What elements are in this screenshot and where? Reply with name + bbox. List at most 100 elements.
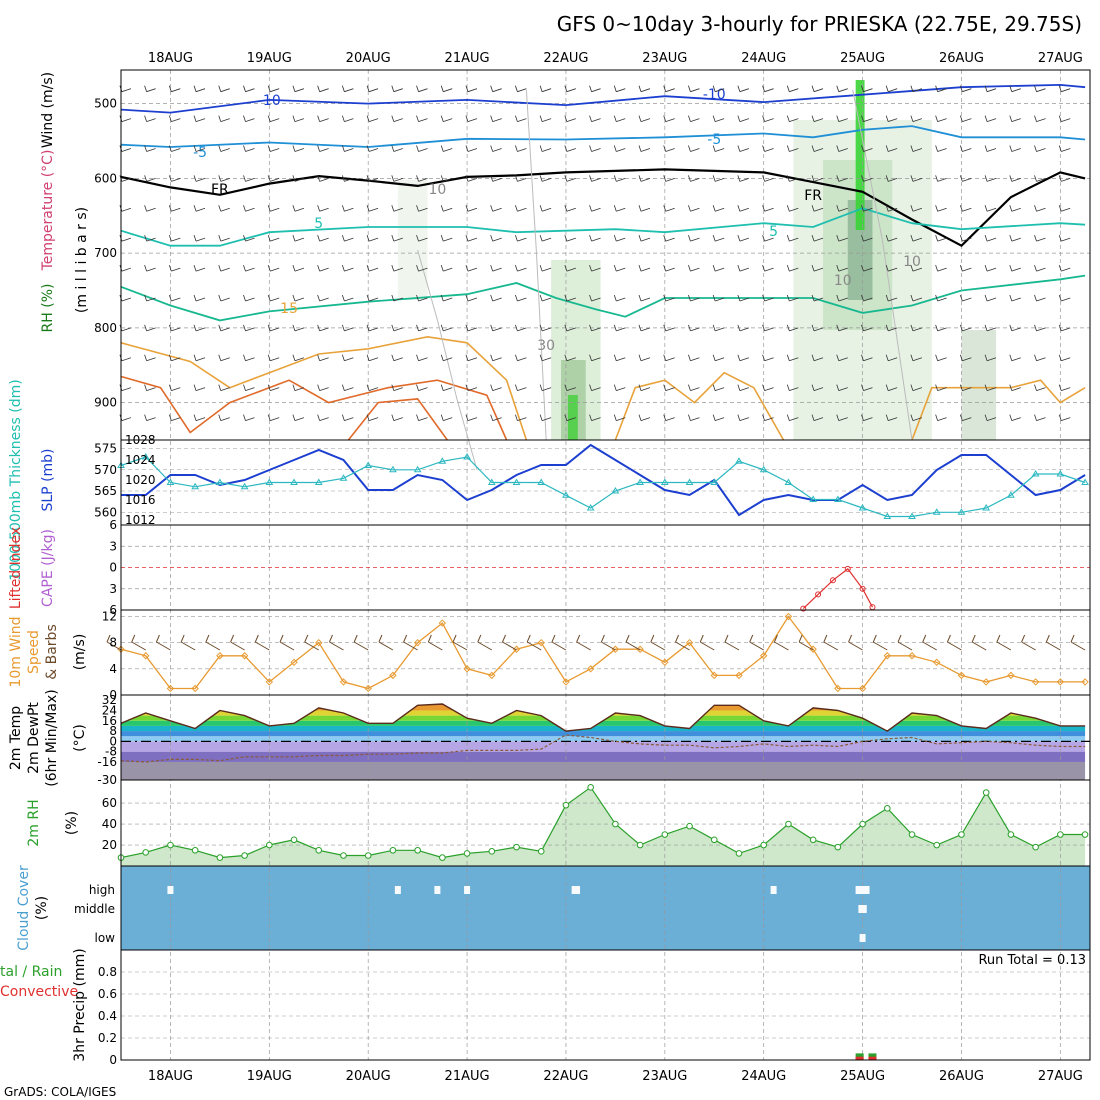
upper-temperature-axis-label: Temperature (°C) [40, 150, 56, 272]
upper-wind-barb [935, 115, 947, 122]
precip-tick: 0.2 [98, 1031, 117, 1045]
upper-wind-barb [613, 414, 626, 421]
upper-wind-barb [737, 205, 749, 212]
upper-wind-barb [1058, 115, 1071, 122]
upper-wind-barb [317, 145, 329, 152]
rh-contour [525, 89, 547, 441]
upper-wind-barb [712, 175, 725, 182]
rh-point [290, 836, 298, 844]
upper-wind-barb [267, 324, 280, 332]
rh-point [1081, 831, 1089, 838]
upper-wind-barb [1034, 264, 1046, 272]
upper-wind-barb [341, 145, 354, 152]
upper-wind-barb [984, 115, 997, 122]
upper-wind-barb [910, 205, 923, 212]
lifted-index-axis-label: Lifted Index [8, 527, 24, 609]
cloud-cover-mark [394, 886, 401, 894]
wind-speed-point [858, 684, 867, 693]
isotherm-line [120, 83, 1086, 114]
upper-wind-barb [1034, 145, 1046, 152]
surface-wind-barb [502, 634, 517, 651]
upper-wind-barb [515, 384, 527, 392]
upper-wind-barb [119, 384, 132, 392]
rh-point [241, 852, 248, 859]
upper-wind-barb [959, 85, 972, 93]
contour-label: 30 [537, 338, 555, 354]
wind-speed-point [389, 671, 397, 680]
wind10-axis-label: 10m Wind [8, 616, 24, 687]
upper-wind-barb [440, 235, 453, 242]
isotherm-line [120, 168, 1086, 248]
upper-wind-barb [490, 235, 502, 242]
upper-wind-barb [811, 384, 824, 392]
upper-wind-barb [737, 414, 749, 421]
upper-wind-barb [490, 175, 502, 182]
upper-wind-barb [811, 264, 824, 272]
upper-rh-axis-label: RH (%) [40, 284, 56, 333]
upper-wind-barb [613, 354, 626, 362]
thickness-marker [487, 478, 496, 485]
upper-wind-barb [959, 354, 972, 362]
upper-wind-barb [490, 85, 502, 93]
thickness-marker [1031, 470, 1040, 477]
upper-wind-barb [737, 145, 749, 152]
upper-wind-barb [712, 145, 725, 152]
upper-wind-barb [465, 324, 478, 332]
upper-wind-barb [663, 115, 675, 122]
surface-wind-barb [279, 634, 295, 651]
upper-wind-barb [490, 384, 502, 392]
dewpoint-line [120, 734, 1086, 763]
wind-speed-point [537, 638, 545, 647]
upper-wind-barb [1009, 235, 1021, 242]
upper-wind-barb [663, 205, 675, 212]
upper-wind-barb [861, 414, 873, 421]
upper-wind-barb [638, 205, 651, 212]
upper-wind-barb [317, 384, 329, 392]
wind-speed-point [339, 678, 348, 686]
upper-wind-barb [811, 414, 824, 421]
upper-wind-barb [416, 85, 428, 93]
upper-wind-barb [613, 235, 626, 242]
wind-speed-point [933, 658, 941, 667]
cloud-cover-mark [434, 886, 441, 894]
upper-wind-barb [737, 115, 749, 122]
upper-wind-barb [366, 324, 379, 332]
slp-tick: 1024 [125, 453, 156, 467]
upper-wind-barb [168, 145, 181, 152]
rh-point [266, 841, 273, 849]
upper-wind-barb [292, 384, 305, 392]
wind-speed-point [809, 645, 817, 653]
wind-speed-point [265, 678, 274, 686]
upper-wind-barb [564, 235, 576, 242]
temp-tick: 8 [109, 724, 117, 738]
upper-wind-barb [663, 324, 675, 332]
upper-wind-barb [688, 354, 700, 362]
upper-wind-barb [317, 205, 329, 212]
wind-speed-tick: 12 [102, 610, 117, 624]
upper-wind-barb [144, 384, 156, 392]
upper-wind-barb [465, 235, 478, 242]
wind-speed-point [661, 658, 669, 667]
date-label-top: 26AUG [939, 51, 984, 66]
upper-wind-barb [416, 414, 428, 421]
upper-wind-barb [688, 264, 700, 272]
upper-wind-barb [1058, 145, 1071, 152]
thickness-marker [1007, 491, 1015, 498]
wind-speed-point [710, 671, 718, 680]
thickness-marker [265, 478, 274, 485]
upper-wind-barb [1034, 175, 1046, 182]
surface-wind-barb [699, 634, 715, 651]
cloud-cover-units-label: (%) [34, 896, 50, 920]
upper-wind-barb [688, 175, 700, 182]
upper-wind-barb [737, 85, 749, 93]
upper-wind-barb [910, 115, 923, 122]
rh2m-axis-label: 2m RH [26, 799, 42, 846]
upper-wind-barb [885, 414, 898, 421]
upper-wind-barb [292, 205, 305, 212]
upper-wind-barb [391, 264, 403, 272]
temperature-line [120, 703, 1086, 732]
thickness-marker [759, 465, 768, 473]
upper-wind-barb [341, 175, 354, 182]
upper-wind-barb [885, 294, 898, 302]
rh-point [908, 831, 916, 838]
